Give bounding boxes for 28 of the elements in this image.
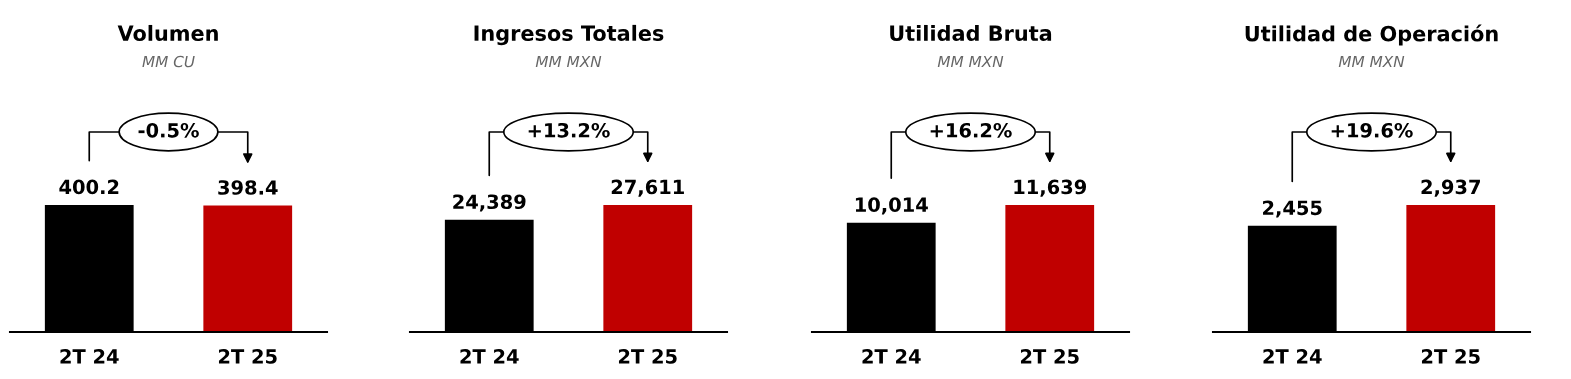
chart-subtitle: MM CU <box>142 55 195 68</box>
x-tick-label: 2T 25 <box>218 349 277 364</box>
chart-subtitle: MM MXN <box>1338 55 1405 68</box>
x-tick-label: 2T 24 <box>1263 349 1322 364</box>
text: -0.5% <box>138 122 199 138</box>
x-tick-label: 2T 25 <box>1020 349 1079 364</box>
chart-title: Volumen <box>117 24 218 42</box>
text: +19.6% <box>1331 122 1413 138</box>
data-label: 400.2 <box>59 179 119 195</box>
chart-subtitle: MM MXN <box>535 55 602 68</box>
x-tick-label: 2T 24 <box>60 349 119 364</box>
chart-title: Utilidad Bruta <box>890 24 1052 42</box>
data-label: 2,937 <box>1421 179 1480 197</box>
text: +16.2% <box>930 122 1012 138</box>
data-label: 398.4 <box>218 180 278 195</box>
data-label: 11,639 <box>1014 179 1087 197</box>
chart-title: Utilidad de Operación <box>1245 24 1498 46</box>
x-tick-label: 2T 25 <box>1421 349 1480 364</box>
x-tick-label: 2T 24 <box>862 349 921 364</box>
chart-subtitle: MM MXN <box>937 55 1004 68</box>
data-label: 24,389 <box>453 194 526 212</box>
chart-title: Ingresos Totales <box>474 24 664 46</box>
x-tick-label: 2T 24 <box>460 349 519 364</box>
text: +13.2% <box>528 122 610 138</box>
data-label: 27,611 <box>611 179 684 197</box>
x-tick-label: 2T 25 <box>618 349 677 364</box>
data-label: 10,014 <box>855 197 928 215</box>
data-label: 2,455 <box>1263 200 1322 218</box>
